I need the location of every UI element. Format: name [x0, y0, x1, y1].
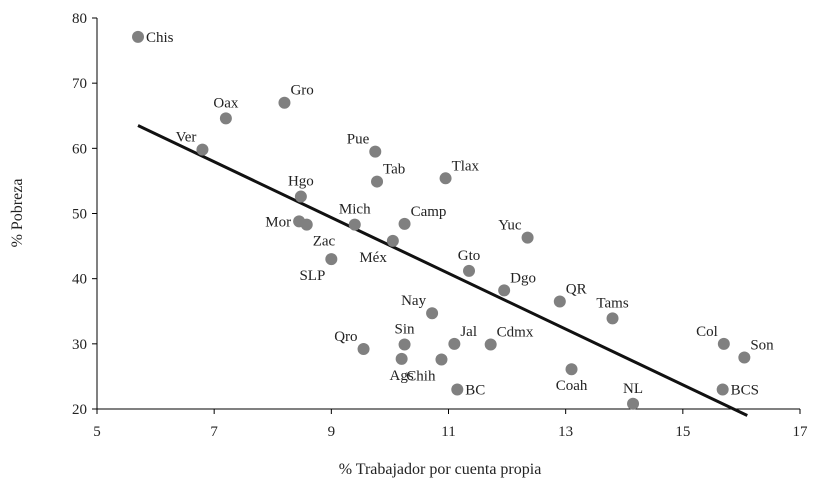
data-point	[357, 343, 370, 356]
data-point	[716, 383, 729, 396]
point-label: Pue	[347, 132, 370, 148]
point-label: Hgo	[288, 174, 314, 190]
point-label: QR	[566, 281, 587, 297]
data-point	[448, 337, 461, 350]
point-label: Gro	[290, 83, 313, 99]
data-point	[348, 218, 361, 231]
data-point	[398, 217, 411, 230]
x-tick-label: 13	[558, 424, 573, 440]
y-tick-label: 30	[72, 337, 87, 353]
y-tick-label: 40	[72, 272, 87, 288]
data-point	[369, 145, 382, 158]
point-label: Coah	[556, 378, 588, 394]
point-label: Ver	[176, 130, 197, 146]
data-point	[484, 338, 497, 351]
point-label: Ags	[390, 368, 414, 384]
trendline	[137, 124, 748, 417]
point-label: Zac	[313, 234, 336, 250]
point-label: Jal	[460, 324, 477, 340]
point-label: Tlax	[452, 158, 480, 174]
point-label: BCS	[731, 382, 759, 398]
point-label: Qro	[334, 329, 357, 345]
point-label: Méx	[359, 250, 387, 266]
data-point	[300, 218, 313, 231]
point-label: Gto	[458, 248, 481, 264]
x-tick-label: 9	[328, 424, 336, 440]
data-point	[219, 112, 232, 125]
data-point	[553, 295, 566, 308]
y-tick-label: 80	[72, 11, 87, 27]
x-axis-title: % Trabajador por cuenta propia	[339, 461, 542, 478]
data-point	[717, 337, 730, 350]
point-label: NL	[623, 381, 643, 397]
data-point	[565, 363, 578, 376]
point-label: Yuc	[498, 218, 522, 234]
data-point	[395, 352, 408, 365]
axes: 5 7 9 11 13 15 17 20 30 40 50 60 70 80	[72, 11, 808, 440]
point-label: SLP	[299, 268, 325, 284]
point-label: Tab	[383, 162, 405, 178]
x-tick-label: 7	[210, 424, 218, 440]
data-point	[521, 231, 534, 244]
data-point	[463, 264, 476, 277]
y-tick-label: 20	[72, 402, 87, 418]
point-label: Nay	[401, 293, 426, 309]
point-labels-group: Chis Oax Gro Ver Pue Tab Tlax Hgo Mich Camp Mor Zac…	[146, 30, 774, 399]
point-label: BC	[465, 382, 485, 398]
y-axis-title: % Pobreza	[9, 179, 26, 248]
point-label: Sin	[395, 321, 416, 337]
point-label: Cdmx	[497, 324, 534, 340]
data-point	[451, 383, 464, 396]
data-point	[498, 284, 511, 297]
point-label: Chih	[406, 368, 436, 384]
data-point	[132, 30, 145, 43]
data-point	[278, 96, 291, 109]
point-label: Chis	[146, 30, 174, 46]
point-label: Son	[750, 338, 774, 354]
data-point	[386, 234, 399, 247]
data-point	[439, 172, 452, 185]
x-tick-label: 11	[441, 424, 455, 440]
data-point	[294, 190, 307, 203]
point-label: Dgo	[510, 270, 536, 286]
x-tick-label: 15	[675, 424, 690, 440]
data-point	[738, 351, 751, 364]
data-point	[435, 353, 448, 366]
y-tick-label: 50	[72, 207, 87, 223]
data-point	[398, 338, 411, 351]
points-group	[132, 30, 751, 410]
y-tick-label: 60	[72, 141, 87, 157]
data-point	[627, 397, 640, 410]
data-point	[426, 307, 439, 320]
data-point	[196, 143, 209, 156]
y-tick-label: 70	[72, 76, 87, 92]
x-tick-label: 17	[793, 424, 809, 440]
data-point	[325, 253, 338, 266]
data-point	[371, 175, 384, 188]
point-label: Tams	[596, 295, 628, 311]
point-label: Camp	[411, 204, 447, 220]
point-label: Mich	[339, 202, 371, 218]
data-point	[606, 312, 619, 325]
point-label: Col	[696, 324, 718, 340]
point-label: Oax	[213, 95, 238, 111]
x-tick-label: 5	[93, 424, 101, 440]
trendline-group	[137, 124, 748, 417]
point-label: Mor	[265, 214, 291, 230]
